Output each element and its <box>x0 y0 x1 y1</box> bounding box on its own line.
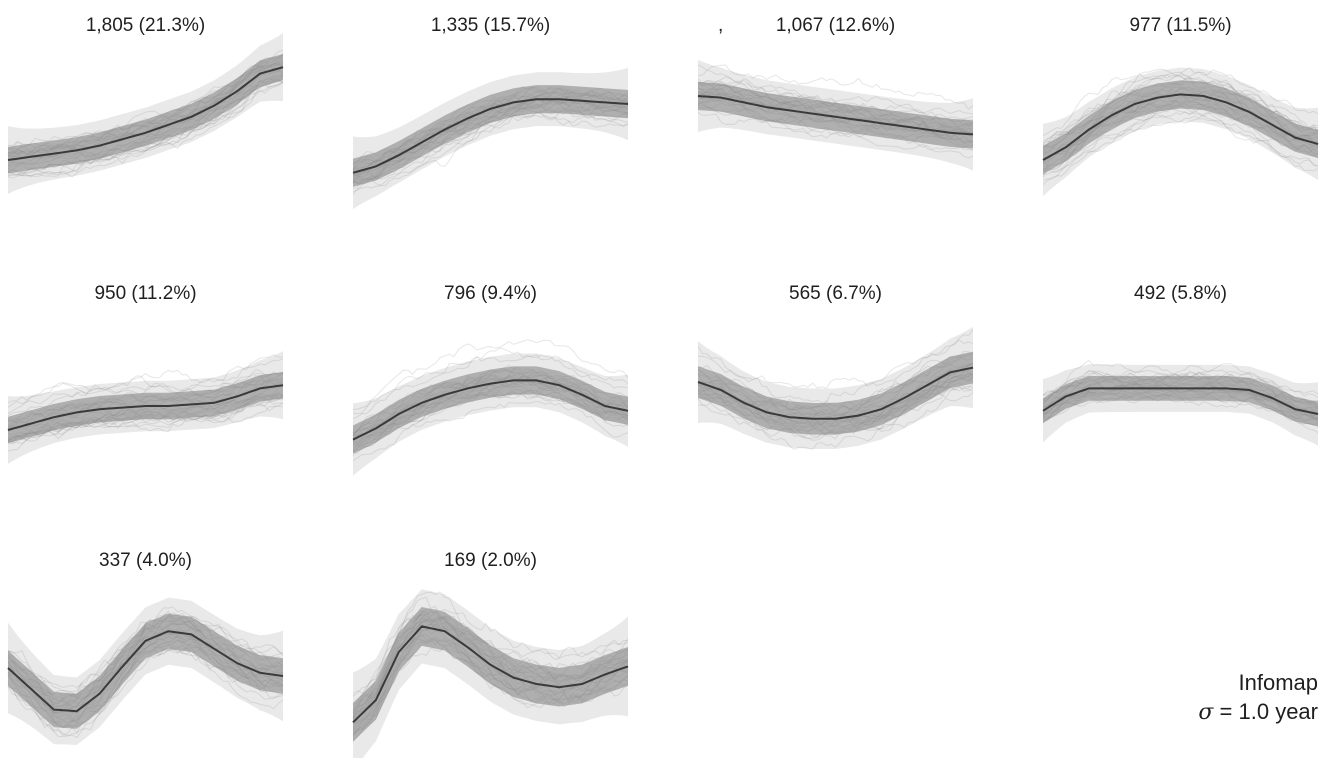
trajectory-line <box>697 69 974 115</box>
trajectory-line <box>1042 118 1319 185</box>
mean-trajectory-line <box>7 384 284 431</box>
panel-title: 950 (11.2%) <box>94 283 196 304</box>
mean-trajectory-line <box>1042 93 1319 161</box>
trajectory-line <box>1042 370 1319 404</box>
panel-title: 169 (2.0%) <box>444 550 537 571</box>
panel-title: 565 (6.7%) <box>789 283 882 304</box>
trajectory-line <box>7 82 284 177</box>
cluster-panel: 977 (11.5%) <box>1042 15 1319 197</box>
trajectory-line <box>697 64 974 110</box>
trajectory-line <box>352 347 629 420</box>
cluster-panel: 1,067 (12.6%) <box>697 15 974 171</box>
trajectory-line <box>7 371 284 414</box>
trajectory-line <box>7 369 284 416</box>
trajectory-line <box>352 354 629 415</box>
trajectory-band <box>8 54 283 174</box>
sigma-parameter-label: σ = 1.0 year <box>1198 699 1318 725</box>
trajectory-band <box>8 613 283 729</box>
mean-trajectory-line <box>352 379 629 441</box>
trajectory-band <box>698 351 973 435</box>
cluster-panel: 492 (5.8%) <box>1042 283 1319 446</box>
mean-trajectory-line <box>7 66 284 161</box>
panel-title: 796 (9.4%) <box>444 283 537 304</box>
trajectory-line <box>697 76 974 130</box>
trajectory-band <box>353 607 628 742</box>
cluster-panel: 337 (4.0%) <box>7 550 284 745</box>
trajectory-band <box>698 81 973 149</box>
sigma-value: = 1.0 year <box>1213 699 1318 724</box>
trajectory-band <box>353 85 628 187</box>
cluster-panel: 565 (6.7%) <box>697 283 974 451</box>
cluster-panel: 169 (2.0%) <box>352 550 629 758</box>
panel-title: 1,067 (12.6%) <box>776 15 895 36</box>
panel-title: 977 (11.5%) <box>1129 15 1231 36</box>
method-name-label: Infomap <box>1239 670 1319 695</box>
trajectory-line <box>697 111 974 159</box>
trajectory-line <box>352 339 629 410</box>
trajectory-line <box>7 397 284 443</box>
trajectory-envelope <box>8 33 283 195</box>
trajectory-line <box>7 81 284 176</box>
panel-title: 492 (5.8%) <box>1134 283 1227 304</box>
trajectory-line <box>1042 109 1319 178</box>
trajectory-band <box>1043 80 1318 175</box>
trajectory-line <box>7 606 284 689</box>
mean-trajectory-line <box>7 630 284 713</box>
cluster-panel: 1,335 (15.7%) <box>352 15 629 210</box>
stray-comma-mark: , <box>718 15 723 36</box>
mean-trajectory-line <box>1042 387 1319 415</box>
trajectory-line <box>7 402 284 452</box>
mean-trajectory-line <box>697 95 974 136</box>
mean-trajectory-line <box>352 625 629 724</box>
trajectory-line <box>7 80 284 179</box>
trajectory-line <box>1042 365 1319 397</box>
panels-layer: 1,805 (21.3%) 1,335 (15.7%) 1,067 (12.6%) 9… <box>7 15 1319 758</box>
trajectory-line <box>352 114 629 192</box>
mean-trajectory-line <box>352 98 629 174</box>
trajectory-line <box>697 339 974 403</box>
trajectory-line <box>7 354 284 404</box>
panel-title: 337 (4.0%) <box>99 550 192 571</box>
trajectory-line <box>352 596 629 697</box>
trajectory-line <box>697 329 974 389</box>
panel-title: 1,335 (15.7%) <box>431 15 550 36</box>
trajectory-band <box>353 366 628 454</box>
trajectory-line <box>1042 71 1319 142</box>
trajectory-line <box>7 358 284 408</box>
sigma-symbol: σ <box>1198 700 1214 725</box>
trajectory-line <box>352 400 629 462</box>
panel-title: 1,805 (21.3%) <box>86 15 205 36</box>
cluster-panel: 950 (11.2%) <box>7 283 284 465</box>
trajectory-line <box>1042 111 1319 181</box>
mean-trajectory-line <box>697 366 974 420</box>
cluster-panel: 1,805 (21.3%) <box>7 15 284 195</box>
trajectory-line <box>7 644 284 737</box>
trajectory-line <box>1042 66 1319 137</box>
trajectory-line <box>697 392 974 451</box>
cluster-panel: 796 (9.4%) <box>352 283 629 476</box>
trajectory-band <box>8 372 283 444</box>
